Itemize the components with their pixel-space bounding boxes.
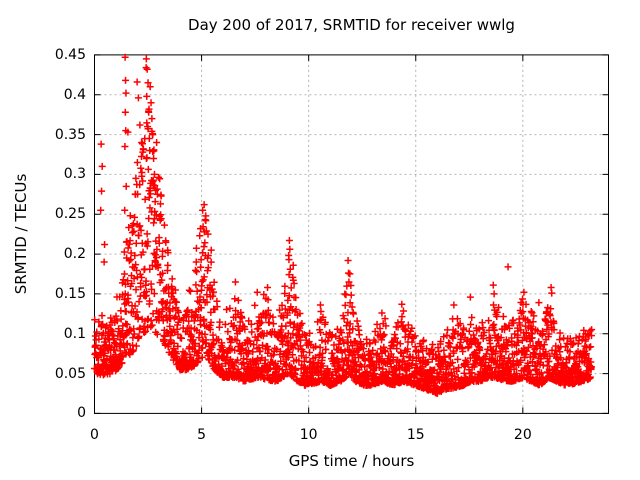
chart-title: Day 200 of 2017, SRMTID for receiver wwl… (188, 16, 515, 34)
y-tick-label: 0.35 (54, 126, 86, 143)
y-tick-label: 0.45 (54, 46, 86, 63)
x-tick-label: 10 (299, 427, 318, 444)
y-tick-label: 0.15 (54, 285, 86, 302)
x-axis-label: GPS time / hours (288, 452, 415, 470)
y-axis-label: SRMTID / TECUs (12, 173, 30, 295)
y-tick-label: 0.3 (63, 166, 86, 183)
x-tick-label: 5 (197, 427, 207, 444)
y-tick-label: 0.2 (63, 246, 86, 263)
y-tick-label: 0.1 (63, 325, 86, 342)
y-tick-label: 0.05 (54, 365, 86, 382)
x-tick-label: 0 (90, 427, 99, 444)
x-tick-label: 15 (406, 427, 425, 444)
y-tick-label: 0.4 (63, 86, 86, 103)
y-tick-label: 0.25 (54, 206, 86, 223)
x-tick-label: 20 (513, 427, 532, 444)
y-tick-label: 0 (77, 405, 86, 422)
